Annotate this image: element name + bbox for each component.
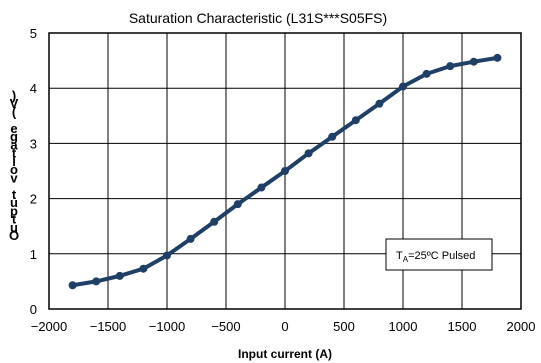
y-axis-label-char: e (10, 121, 17, 136)
y-tick-label: 5 (30, 26, 37, 41)
data-point (469, 57, 478, 66)
annotation-box: TA=25ºC Pulsed (385, 238, 493, 271)
data-point (446, 62, 455, 71)
y-tick-label: 3 (30, 136, 37, 151)
x-tick-label: 0 (281, 319, 288, 334)
data-point (351, 116, 360, 125)
data-point (233, 200, 242, 209)
data-point (375, 99, 384, 108)
y-axis-label-char: t (12, 212, 17, 227)
data-point (493, 53, 502, 62)
data-point (139, 264, 148, 273)
y-axis-label-char: ( (12, 104, 17, 119)
data-point (328, 132, 337, 141)
y-axis-label-char: l (12, 154, 16, 169)
y-tick-label: 2 (30, 192, 37, 207)
x-tick-label: −2000 (31, 319, 68, 334)
annotation-subscript: A (403, 255, 409, 264)
data-point (92, 277, 101, 286)
x-tick-label: −1500 (90, 319, 127, 334)
data-series (68, 53, 502, 290)
data-point (422, 69, 431, 78)
y-tick-label: 0 (30, 302, 37, 317)
y-axis-label-char: O (9, 228, 19, 243)
data-point (115, 271, 124, 280)
annotation-rest: =25ºC Pulsed (408, 250, 475, 262)
y-axis-label-char: g (10, 129, 18, 144)
y-axis-label-char: t (12, 187, 17, 202)
y-axis-label-char: o (10, 162, 18, 177)
data-point (281, 167, 289, 175)
x-tick-label: −1000 (149, 319, 186, 334)
y-axis-ticks: 0 1 2 3 4 5 (30, 26, 37, 317)
data-point (257, 183, 266, 192)
x-tick-label: 1500 (448, 319, 477, 334)
x-tick-label: 1000 (389, 319, 418, 334)
data-point (399, 82, 407, 91)
y-axis-label-char: p (10, 203, 18, 218)
data-point (186, 234, 195, 243)
annotation-text: TA=25ºC Pulsed (396, 250, 475, 264)
y-axis-label-char: u (10, 195, 18, 210)
y-axis-label-char: V (10, 96, 19, 111)
y-axis-label-char: u (10, 220, 18, 235)
data-point (68, 281, 77, 290)
x-tick-label: 2000 (507, 319, 536, 334)
x-tick-label: 500 (333, 319, 355, 334)
data-point (304, 149, 313, 158)
plot-area (48, 32, 522, 310)
x-tick-label: −500 (211, 319, 240, 334)
y-axis-label-char: ) (12, 88, 16, 103)
y-tick-label: 4 (30, 81, 37, 96)
chart-title: Saturation Characteristic (L31S***S05FS) (129, 10, 387, 26)
x-axis-ticks: −2000 −1500 −1000 −500 0 500 1000 1500 2000 (31, 319, 536, 334)
x-axis-label: Input current (A) (238, 347, 332, 361)
y-axis-label-char: a (10, 137, 18, 152)
data-point (210, 217, 219, 226)
y-axis-label-char: t (12, 146, 17, 161)
data-point (163, 251, 171, 260)
y-axis-label-char: v (10, 170, 18, 185)
y-tick-label: 1 (30, 247, 37, 262)
annotation-main: T (396, 250, 403, 262)
annotation-frame (385, 238, 493, 271)
